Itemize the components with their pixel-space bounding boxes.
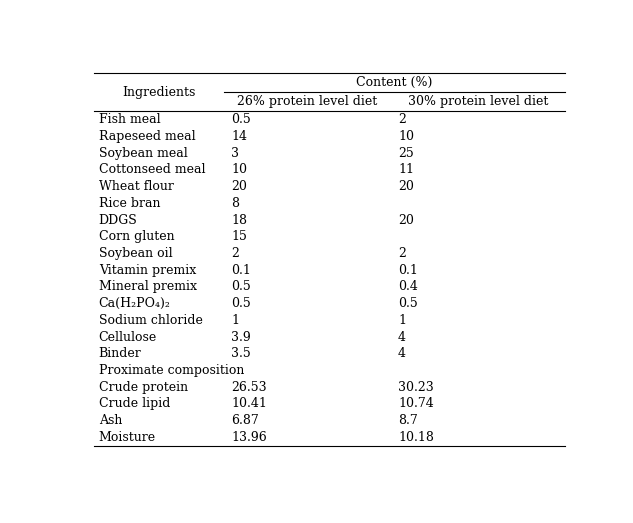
Text: DDGS: DDGS [99,213,137,226]
Text: 3.9: 3.9 [231,331,251,344]
Text: 8: 8 [231,197,239,210]
Text: 10.41: 10.41 [231,397,267,411]
Text: 0.1: 0.1 [398,264,418,277]
Text: 13.96: 13.96 [231,431,267,444]
Text: Cottonseed meal: Cottonseed meal [99,164,205,176]
Text: 30.23: 30.23 [398,381,434,394]
Text: 18: 18 [231,213,248,226]
Text: 26.53: 26.53 [231,381,267,394]
Text: Crude protein: Crude protein [99,381,188,394]
Text: Moisture: Moisture [99,431,156,444]
Text: 4: 4 [398,331,406,344]
Text: 10: 10 [231,164,248,176]
Text: 2: 2 [398,113,406,127]
Text: 2: 2 [398,247,406,260]
Text: 1: 1 [398,314,406,327]
Text: Ingredients: Ingredients [122,86,196,99]
Text: Soybean oil: Soybean oil [99,247,172,260]
Text: Fish meal: Fish meal [99,113,160,127]
Text: Rice bran: Rice bran [99,197,160,210]
Text: Ca(H₂PO₄)₂: Ca(H₂PO₄)₂ [99,297,171,310]
Text: Sodium chloride: Sodium chloride [99,314,203,327]
Text: 14: 14 [231,130,248,143]
Text: Proximate composition: Proximate composition [99,364,244,377]
Text: 10.18: 10.18 [398,431,434,444]
Text: Cellulose: Cellulose [99,331,157,344]
Text: 10.74: 10.74 [398,397,434,411]
Text: 30% protein level diet: 30% protein level diet [408,95,548,108]
Text: 0.4: 0.4 [398,280,418,293]
Text: Mineral premix: Mineral premix [99,280,197,293]
Text: 10: 10 [398,130,414,143]
Text: Vitamin premix: Vitamin premix [99,264,196,277]
Text: 0.5: 0.5 [231,297,251,310]
Text: Soybean meal: Soybean meal [99,147,187,160]
Text: 20: 20 [231,180,247,193]
Text: 20: 20 [398,213,414,226]
Text: 4: 4 [398,347,406,360]
Text: Crude lipid: Crude lipid [99,397,170,411]
Text: Content (%): Content (%) [356,76,432,89]
Text: Ash: Ash [99,414,122,427]
Text: Rapeseed meal: Rapeseed meal [99,130,196,143]
Text: 0.1: 0.1 [231,264,251,277]
Text: 0.5: 0.5 [231,113,251,127]
Text: 15: 15 [231,230,247,243]
Text: 2: 2 [231,247,239,260]
Text: 0.5: 0.5 [398,297,418,310]
Text: Corn gluten: Corn gluten [99,230,174,243]
Text: 1: 1 [231,314,239,327]
Text: 20: 20 [398,180,414,193]
Text: 11: 11 [398,164,414,176]
Text: Wheat flour: Wheat flour [99,180,173,193]
Text: 8.7: 8.7 [398,414,418,427]
Text: 3: 3 [231,147,239,160]
Text: 25: 25 [398,147,414,160]
Text: 0.5: 0.5 [231,280,251,293]
Text: Binder: Binder [99,347,142,360]
Text: 6.87: 6.87 [231,414,259,427]
Text: 26% protein level diet: 26% protein level diet [237,95,377,108]
Text: 3.5: 3.5 [231,347,251,360]
